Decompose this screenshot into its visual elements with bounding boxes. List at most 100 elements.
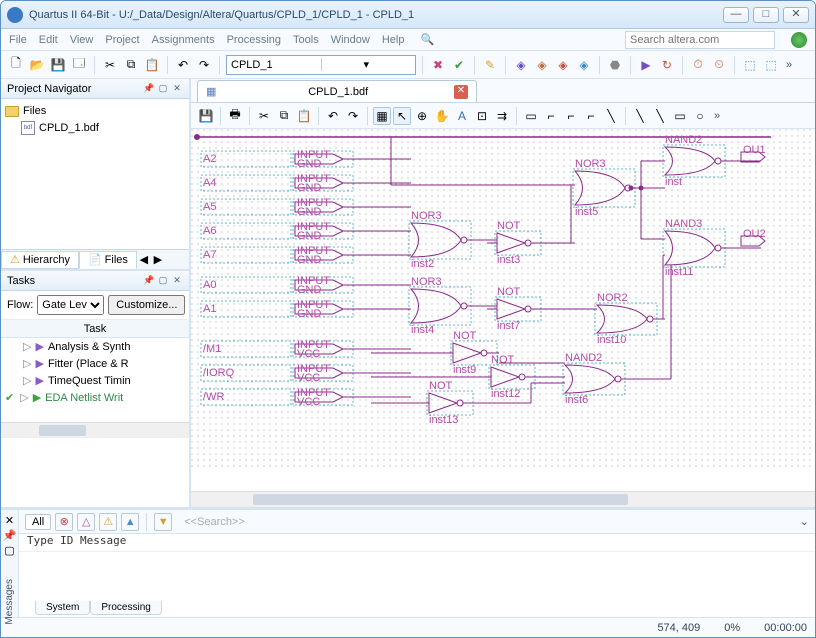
task-item[interactable]: ▷▶Fitter (Place & R <box>1 355 189 372</box>
minimize-button[interactable]: — <box>723 7 749 23</box>
ed-copy-icon[interactable]: ⧉ <box>275 107 293 125</box>
line1-icon[interactable]: ╲ <box>631 107 649 125</box>
canvas-hscroll[interactable] <box>191 491 815 507</box>
info-filter-icon[interactable]: ▲ <box>121 513 139 531</box>
play-icon[interactable]: ▶ <box>637 56 655 74</box>
ortho2-icon[interactable]: ⌐ <box>562 107 580 125</box>
zoom-fit-icon[interactable]: ▦ <box>373 107 391 125</box>
menu-assignments[interactable]: Assignments <box>152 34 215 46</box>
tab-close-icon[interactable]: ✕ <box>454 85 468 99</box>
customize-button[interactable]: Customize... <box>108 295 185 315</box>
new-icon[interactable]: 🗋 <box>7 56 25 74</box>
tab-left-icon[interactable]: ◀ <box>137 253 151 266</box>
schematic-canvas[interactable]: A2INPUTGNDA4INPUTGNDA5INPUTGNDA6INPUTGND… <box>191 129 815 491</box>
stop-icon[interactable]: ⬣ <box>606 56 624 74</box>
menu-project[interactable]: Project <box>105 34 139 46</box>
close-button[interactable]: ✕ <box>783 7 809 23</box>
project-combo[interactable]: CPLD_1 ▾ <box>226 55 416 75</box>
copy-icon[interactable]: ⧉ <box>122 56 140 74</box>
ed-save-icon[interactable]: 💾 <box>197 107 215 125</box>
clock1-icon[interactable]: ⏱ <box>689 56 707 74</box>
pencil-icon[interactable]: ✎ <box>481 56 499 74</box>
tab-hierarchy[interactable]: ⚠ Hierarchy <box>1 251 79 269</box>
hand-icon[interactable]: ✋ <box>433 107 451 125</box>
bus-icon[interactable]: ⇉ <box>493 107 511 125</box>
diag-icon[interactable]: ╲ <box>602 107 620 125</box>
line2-icon[interactable]: ╲ <box>651 107 669 125</box>
menu-view[interactable]: View <box>70 34 94 46</box>
open-icon[interactable]: 📂 <box>28 56 46 74</box>
menu-edit[interactable]: Edit <box>39 34 58 46</box>
msg-menu-icon[interactable]: ▢ <box>4 544 14 557</box>
ed-paste-icon[interactable]: 📋 <box>295 107 313 125</box>
ed-undo-icon[interactable]: ↶ <box>324 107 342 125</box>
tool-x-icon[interactable]: ✖ <box>429 56 447 74</box>
ed-cut-icon[interactable]: ✂ <box>255 107 273 125</box>
editor-overflow[interactable]: » <box>711 110 723 122</box>
tool-check-icon[interactable]: ✔ <box>450 56 468 74</box>
tasks-close-icon[interactable]: ✕ <box>171 275 183 287</box>
msg-close-icon[interactable]: ✕ <box>5 514 14 527</box>
tasks-pin-icon[interactable]: 📌 <box>143 275 155 287</box>
warning-filter-icon[interactable]: ⚠ <box>99 513 117 531</box>
msg-tab-processing[interactable]: Processing <box>90 601 161 615</box>
panel-menu-icon[interactable]: ▢ <box>157 83 169 95</box>
chip3-icon[interactable]: ◈ <box>554 56 572 74</box>
file-tab[interactable]: ▦ CPLD_1.bdf ✕ <box>197 80 477 102</box>
puzzle1-icon[interactable]: ⬚ <box>741 56 759 74</box>
tasks-menu-icon[interactable]: ▢ <box>157 275 169 287</box>
menu-processing[interactable]: Processing <box>227 34 281 46</box>
zoom-icon[interactable]: ⊕ <box>413 107 431 125</box>
chip4-icon[interactable]: ◈ <box>575 56 593 74</box>
flow-select[interactable]: Gate Lev <box>37 295 104 315</box>
error-filter-icon[interactable]: ⊗ <box>55 513 73 531</box>
panel-close-icon[interactable]: ✕ <box>171 83 183 95</box>
ed-print-icon[interactable]: 🖶 <box>226 107 244 125</box>
msg-pin-icon[interactable]: 📌 <box>3 529 17 542</box>
menu-help[interactable]: Help <box>382 34 405 46</box>
ed-redo-icon[interactable]: ↷ <box>344 107 362 125</box>
chip1-icon[interactable]: ◈ <box>512 56 530 74</box>
messages-search[interactable]: <<Search>> ⌄ <box>184 515 809 528</box>
symbol-icon[interactable]: ⊡ <box>473 107 491 125</box>
task-item[interactable]: ✔▷▶EDA Netlist Writ <box>1 389 189 406</box>
critical-filter-icon[interactable]: △ <box>77 513 95 531</box>
funnel-icon[interactable]: ▼ <box>154 513 172 531</box>
status-coords: 574, 409 <box>657 622 700 634</box>
rect2-icon[interactable]: ▭ <box>671 107 689 125</box>
cut-icon[interactable]: ✂ <box>101 56 119 74</box>
ortho1-icon[interactable]: ⌐ <box>542 107 560 125</box>
pointer-icon[interactable]: ↖ <box>393 107 411 125</box>
task-item[interactable]: ▷▶TimeQuest Timin <box>1 372 189 389</box>
text-icon[interactable]: A <box>453 107 471 125</box>
paste-icon[interactable]: 📋 <box>143 56 161 74</box>
globe-icon[interactable] <box>791 32 807 48</box>
msg-tab-system[interactable]: System <box>35 601 90 615</box>
files-folder[interactable]: Files <box>5 103 185 119</box>
toolbar-overflow[interactable]: » <box>783 59 795 71</box>
pin-icon[interactable]: 📌 <box>143 83 155 95</box>
chip2-icon[interactable]: ◈ <box>533 56 551 74</box>
circle-icon[interactable]: ○ <box>691 107 709 125</box>
maximize-button[interactable]: □ <box>753 7 779 23</box>
menu-file[interactable]: File <box>9 34 27 46</box>
replay-icon[interactable]: ↻ <box>658 56 676 74</box>
help-icon[interactable]: 🔍 <box>420 33 434 46</box>
undo-icon[interactable]: ↶ <box>174 56 192 74</box>
print-icon[interactable]: 🗔 <box>70 56 88 74</box>
ortho3-icon[interactable]: ⌐ <box>582 107 600 125</box>
rect-icon[interactable]: ▭ <box>522 107 540 125</box>
search-input[interactable] <box>625 31 775 49</box>
save-icon[interactable]: 💾 <box>49 56 67 74</box>
menu-window[interactable]: Window <box>331 34 370 46</box>
task-item[interactable]: ▷▶Analysis & Synth <box>1 338 189 355</box>
menu-tools[interactable]: Tools <box>293 34 319 46</box>
filter-all[interactable]: All <box>25 514 51 530</box>
redo-icon[interactable]: ↷ <box>195 56 213 74</box>
clock2-icon[interactable]: ⏲ <box>710 56 728 74</box>
tab-right-icon[interactable]: ▶ <box>151 253 165 266</box>
tab-files[interactable]: 📄 Files <box>79 251 137 269</box>
file-item[interactable]: bdf CPLD_1.bdf <box>5 119 185 137</box>
puzzle2-icon[interactable]: ⬚ <box>762 56 780 74</box>
tasks-hscroll[interactable] <box>1 422 189 438</box>
